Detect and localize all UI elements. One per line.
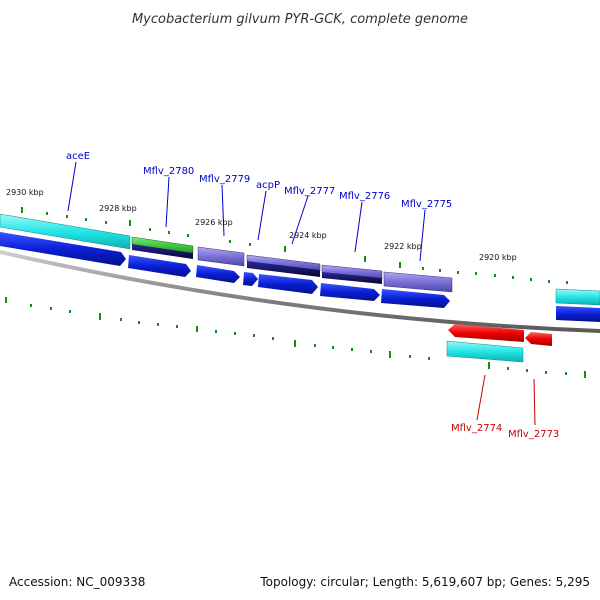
kbp-label: 2926 kbp — [195, 218, 233, 227]
label-leaders-forward — [67, 161, 426, 262]
leader-line — [67, 161, 77, 212]
gene-feature-mflv-2775[interactable] — [383, 271, 453, 293]
cds-arrow[interactable] — [0, 232, 126, 266]
gene-label-acpp[interactable]: acpP — [256, 180, 280, 191]
inner-tick-row — [5, 297, 586, 378]
cds-arrow-reverse[interactable] — [448, 324, 524, 342]
genome-backbone — [0, 250, 600, 333]
cds-arrow[interactable] — [196, 265, 240, 283]
leader-line — [476, 374, 486, 421]
gene-band — [322, 272, 382, 284]
leader-line — [257, 190, 267, 241]
gene-band — [132, 244, 193, 259]
cds-track-forward — [0, 232, 600, 322]
kbp-label: 2930 kbp — [6, 188, 44, 197]
genome-summary-text: Topology: circular; Length: 5,619,607 bp… — [259, 575, 590, 589]
gene-track-forward — [0, 213, 600, 306]
kbp-label: 2928 kbp — [99, 204, 137, 213]
gene-band — [247, 261, 320, 277]
gene-label-mflv-2774[interactable]: Mflv_2774 — [451, 423, 502, 434]
cds-arrow[interactable] — [556, 306, 600, 322]
page-title: Mycobacterium gilvum PYR-GCK, complete g… — [132, 12, 468, 27]
gene-feature-right[interactable] — [555, 288, 600, 306]
gene-label-mflv-2779[interactable]: Mflv_2779 — [199, 174, 250, 185]
accession-text: Accession: NC_009338 — [9, 575, 145, 589]
leader-line — [533, 378, 536, 426]
gene-feature-mflv-2779[interactable] — [197, 246, 245, 267]
cds-arrow[interactable] — [320, 283, 380, 301]
gene-label-mflv-2775[interactable]: Mflv_2775 — [401, 199, 452, 210]
gene-label-mflv-2773[interactable]: Mflv_2773 — [508, 429, 559, 440]
gene-label-mflv-2777[interactable]: Mflv_2777 — [284, 186, 335, 197]
cds-arrow-reverse[interactable] — [525, 332, 552, 346]
gene-label-mflv-2780[interactable]: Mflv_2780 — [143, 166, 194, 177]
gene-label-mflv-2776[interactable]: Mflv_2776 — [339, 191, 390, 202]
cds-arrow[interactable] — [381, 289, 450, 308]
leader-line — [221, 184, 225, 237]
gene-feature-acee[interactable] — [0, 213, 131, 250]
kbp-label: 2924 kbp — [289, 231, 327, 240]
gene-label-acee[interactable]: aceE — [66, 151, 90, 162]
leader-line — [165, 176, 170, 228]
leader-line — [354, 201, 363, 253]
gene-subtrack-navy — [132, 244, 382, 284]
cds-track-reverse — [448, 324, 552, 346]
label-leaders-reverse — [476, 374, 536, 426]
leader-line — [291, 195, 309, 245]
gene-track-reverse — [446, 340, 524, 363]
cds-arrow[interactable] — [258, 274, 318, 294]
outer-tick-row — [21, 207, 568, 284]
kbp-label: 2920 kbp — [479, 253, 517, 262]
cds-arrow[interactable] — [243, 272, 258, 286]
cds-arrow[interactable] — [128, 255, 191, 277]
leader-line — [419, 209, 426, 262]
kbp-label: 2922 kbp — [384, 242, 422, 251]
gene-feature-mflv-2774[interactable] — [446, 340, 524, 363]
